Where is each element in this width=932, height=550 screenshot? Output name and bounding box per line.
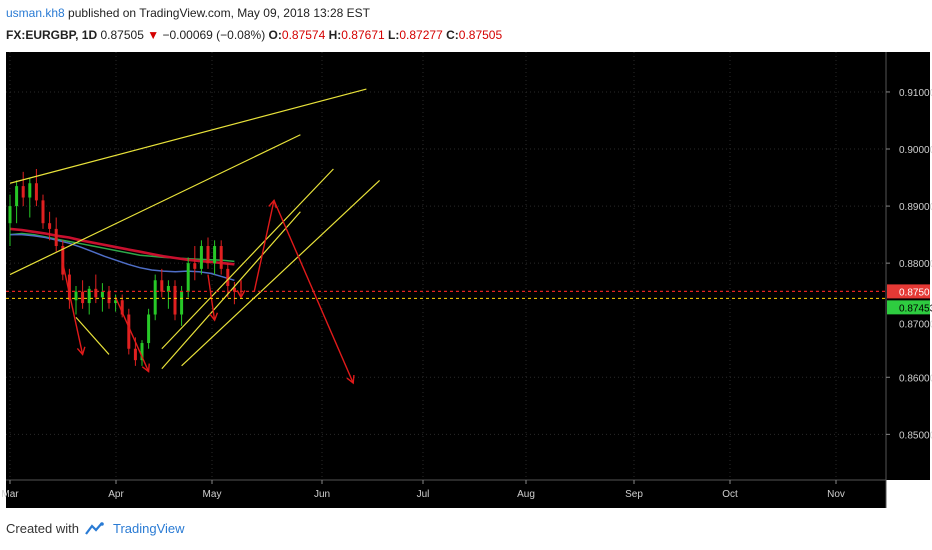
candle-body xyxy=(127,314,131,349)
candle-body xyxy=(133,348,137,361)
publish-line: usman.kh8 published on TradingView.com, … xyxy=(6,6,370,20)
candle-body xyxy=(173,285,177,315)
ohlc-line: FX:EURGBP, 1D 0.87505 ▼ −0.00069 (−0.08%… xyxy=(6,28,502,42)
y-tick-label: 0.89000 xyxy=(899,202,932,213)
candle-body xyxy=(186,263,190,292)
candle-body xyxy=(199,246,203,269)
forecast-arrow xyxy=(253,200,275,292)
open-label: O: xyxy=(268,28,282,42)
change-text: −0.00069 (−0.08%) xyxy=(162,28,266,42)
symbol-label[interactable]: FX:EURGBP, 1D xyxy=(6,28,98,42)
candle-body xyxy=(232,287,236,292)
candle-body xyxy=(34,183,38,201)
candle-body xyxy=(74,291,78,301)
candle-body xyxy=(81,291,85,304)
candle-body xyxy=(166,285,170,292)
candle-body xyxy=(180,291,184,315)
candle-body xyxy=(226,268,230,286)
forecast-arrow xyxy=(62,262,84,355)
trendline xyxy=(75,316,110,355)
forecast-arrow-head xyxy=(141,363,150,373)
candle-body xyxy=(153,280,157,315)
created-with-text: Created with xyxy=(6,521,79,536)
candle-body xyxy=(15,186,19,207)
trendline xyxy=(161,168,334,350)
candle-body xyxy=(193,263,197,269)
candle-body xyxy=(213,246,217,264)
y-tick-label: 0.85000 xyxy=(899,430,932,441)
candle-body xyxy=(120,300,124,315)
price-chart[interactable]: 0.91000 0.90000 0.89000 0.88000 0.86000 0.850… xyxy=(0,50,932,512)
x-tick-label: Apr xyxy=(108,489,124,500)
candle-body xyxy=(160,280,164,292)
author-link[interactable]: usman.kh8 xyxy=(6,6,65,20)
candle-body xyxy=(67,274,71,301)
candle-body xyxy=(147,314,151,344)
tradingview-brand[interactable]: TradingView xyxy=(112,521,185,536)
moving-average-blue xyxy=(10,233,235,282)
last-price-badge xyxy=(887,284,930,299)
x-tick-label: Jul xyxy=(417,489,430,500)
y-tick-label: 0.86000 xyxy=(899,373,932,384)
bid-price-badge-label: 0.87453 xyxy=(899,303,932,314)
price-axis-background xyxy=(886,52,930,480)
last-price: 0.87505 xyxy=(100,28,144,42)
x-tick-label: May xyxy=(203,489,222,500)
low-value: 0.87277 xyxy=(399,28,443,42)
high-label: H: xyxy=(328,28,342,42)
candle-body xyxy=(41,200,45,224)
bid-price-badge xyxy=(887,300,930,315)
x-tick-label: Aug xyxy=(517,489,535,500)
candle-body xyxy=(94,288,98,298)
trendline xyxy=(9,88,367,184)
y-tick-label: 0.90000 xyxy=(899,145,932,156)
y-tick-label: 0.88000 xyxy=(899,259,932,270)
close-value: 0.87505 xyxy=(458,28,503,42)
y-tick-label-partial: 0.87000 xyxy=(899,319,932,330)
candle-body xyxy=(114,300,118,304)
down-arrow-icon: ▼ xyxy=(147,28,160,42)
forecast-arrow-head xyxy=(236,290,246,299)
candle-body xyxy=(8,206,12,224)
forecast-arrow xyxy=(207,274,216,321)
time-axis-background xyxy=(6,480,886,508)
plot-background xyxy=(6,52,886,480)
chart-area[interactable]: 0.91000 0.90000 0.89000 0.88000 0.86000 0.850… xyxy=(0,50,932,512)
candle-body xyxy=(140,343,144,361)
candle-body xyxy=(48,223,52,229)
trendline xyxy=(9,134,301,276)
candle-body xyxy=(61,246,65,275)
x-tick-label: Oct xyxy=(722,489,738,500)
candle-body xyxy=(87,288,91,304)
last-price-badge-label: 0.87505 xyxy=(899,287,932,298)
forecast-arrow-head xyxy=(346,374,355,385)
tradingview-logo-icon xyxy=(85,521,104,535)
low-label: L: xyxy=(388,28,400,42)
trendline xyxy=(181,179,381,367)
y-tick-label: 0.91000 xyxy=(899,88,932,99)
published-text: published on TradingView.com, May 09, 20… xyxy=(68,6,371,20)
candle-body xyxy=(100,291,104,298)
trendline xyxy=(161,211,301,370)
high-value: 0.87671 xyxy=(341,28,385,42)
candle-body xyxy=(21,186,25,198)
x-tick-label: Mar xyxy=(1,489,19,500)
x-tick-label: Sep xyxy=(625,489,643,500)
candle-body xyxy=(54,228,58,247)
footer: Created with TradingView xyxy=(6,521,185,536)
forecast-arrow-head xyxy=(76,346,86,356)
candle-body xyxy=(219,246,223,269)
x-tick-label: Nov xyxy=(827,489,845,500)
open-value: 0.87574 xyxy=(281,28,326,42)
close-label: C: xyxy=(446,28,459,42)
x-tick-label: Jun xyxy=(314,489,330,500)
candle-body xyxy=(206,246,210,264)
forecast-arrow-head xyxy=(209,312,219,322)
moving-average-red xyxy=(9,227,235,266)
forecast-arrow xyxy=(114,297,150,372)
candle-body xyxy=(28,183,32,198)
candle-body xyxy=(107,291,111,304)
